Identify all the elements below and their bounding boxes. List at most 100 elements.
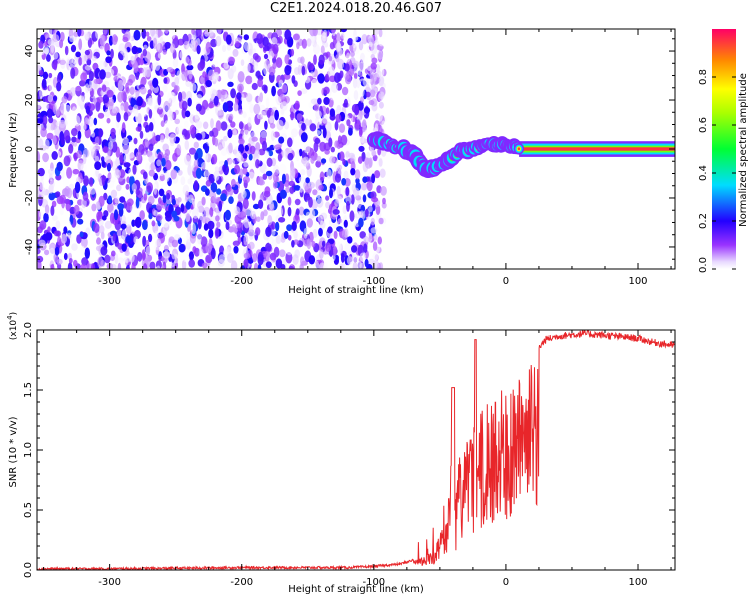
- noise-blob: [60, 233, 67, 244]
- noise-blob: [357, 100, 364, 111]
- noise-blob: [152, 37, 158, 50]
- noise-blob: [323, 97, 330, 105]
- noise-blob: [253, 65, 259, 72]
- noise-blob: [37, 151, 41, 163]
- colorbar-label: Normalized spectral amplitude: [738, 73, 749, 227]
- noise-blob: [174, 234, 181, 241]
- noise-blob: [53, 52, 59, 60]
- noise-blob: [169, 133, 176, 144]
- noise-blob: [66, 57, 74, 65]
- noise-blob: [242, 176, 250, 184]
- noise-blob: [359, 52, 366, 64]
- noise-blob: [176, 144, 182, 156]
- noise-blob: [357, 156, 363, 164]
- noise-blob: [232, 129, 237, 137]
- noise-blob: [290, 111, 294, 121]
- noise-blob: [123, 101, 129, 112]
- noise-blob: [38, 40, 44, 49]
- noise-blob: [211, 153, 218, 165]
- noise-blob: [59, 208, 64, 216]
- noise-blob: [312, 228, 318, 238]
- snr-marks: [37, 330, 675, 570]
- noise-blob: [82, 191, 89, 201]
- y-tick-label: 40: [24, 45, 35, 58]
- spectrogram-marks: [37, 29, 675, 269]
- noise-blob: [53, 95, 58, 102]
- noise-blob: [202, 71, 207, 78]
- noise-blob: [322, 35, 327, 42]
- noise-blob: [363, 243, 368, 253]
- noise-blob: [38, 239, 46, 247]
- noise-blob: [123, 162, 131, 168]
- noise-blob: [156, 30, 164, 37]
- noise-blob: [243, 258, 249, 268]
- noise-blob: [126, 198, 134, 207]
- noise-blob: [372, 252, 379, 261]
- noise-blob: [378, 262, 384, 269]
- noise-blob: [290, 48, 295, 57]
- noise-blob: [106, 117, 111, 124]
- noise-blob: [265, 170, 273, 177]
- noise-blob: [260, 110, 266, 118]
- noise-blob: [187, 164, 192, 176]
- noise-blob: [347, 38, 354, 46]
- y-tick-label: 1.0: [23, 442, 34, 458]
- noise-blob: [319, 171, 325, 182]
- noise-blob: [73, 259, 78, 267]
- noise-blob: [66, 167, 73, 179]
- noise-blob: [349, 210, 355, 222]
- noise-blob: [148, 169, 155, 177]
- noise-blob: [184, 140, 190, 150]
- noise-blob: [362, 176, 368, 183]
- noise-blob: [83, 93, 91, 104]
- noise-blob: [269, 252, 277, 261]
- noise-blob: [96, 211, 103, 222]
- noise-blob: [298, 176, 306, 184]
- noise-blob: [281, 84, 288, 94]
- noise-blob: [49, 81, 54, 92]
- noise-blob: [165, 159, 172, 171]
- noise-blob: [362, 119, 367, 131]
- noise-blob: [248, 229, 254, 241]
- noise-blob: [259, 92, 264, 103]
- noise-blob: [216, 188, 222, 195]
- snr-series-line: [37, 330, 675, 570]
- ridge-band: [519, 147, 675, 151]
- noise-blob: [278, 217, 286, 223]
- noise-blob: [160, 120, 165, 127]
- y-tick-label: 0.5: [23, 502, 34, 518]
- noise-blob: [54, 246, 60, 256]
- noise-blob: [127, 78, 133, 86]
- noise-blob: [130, 97, 135, 108]
- noise-blob: [218, 200, 223, 212]
- noise-blob: [54, 125, 61, 137]
- noise-blob: [139, 210, 145, 221]
- noise-blob: [249, 145, 256, 155]
- noise-blob: [325, 107, 330, 115]
- noise-blob: [184, 212, 191, 222]
- noise-blob: [330, 94, 336, 101]
- noise-blob: [252, 253, 258, 263]
- noise-blob: [90, 263, 96, 269]
- noise-blob: [260, 130, 268, 139]
- noise-blob: [39, 88, 43, 99]
- noise-blob: [47, 94, 53, 103]
- noise-blob: [71, 106, 77, 117]
- noise-blob: [343, 98, 348, 108]
- noise-blob: [198, 248, 204, 258]
- noise-blob: [48, 72, 53, 79]
- noise-blob: [361, 34, 368, 45]
- noise-blob: [220, 121, 228, 131]
- noise-blob: [86, 208, 92, 218]
- noise-blob: [263, 209, 268, 217]
- noise-blob: [319, 249, 324, 260]
- noise-blob: [180, 203, 185, 213]
- noise-blob: [339, 151, 345, 162]
- noise-blob: [228, 142, 233, 154]
- noise-blob: [378, 77, 384, 86]
- noise-blob: [366, 78, 372, 84]
- x-tick-label: 100: [628, 276, 647, 287]
- noise-blob: [78, 56, 83, 66]
- noise-blob: [316, 155, 322, 162]
- noise-blob: [324, 73, 329, 82]
